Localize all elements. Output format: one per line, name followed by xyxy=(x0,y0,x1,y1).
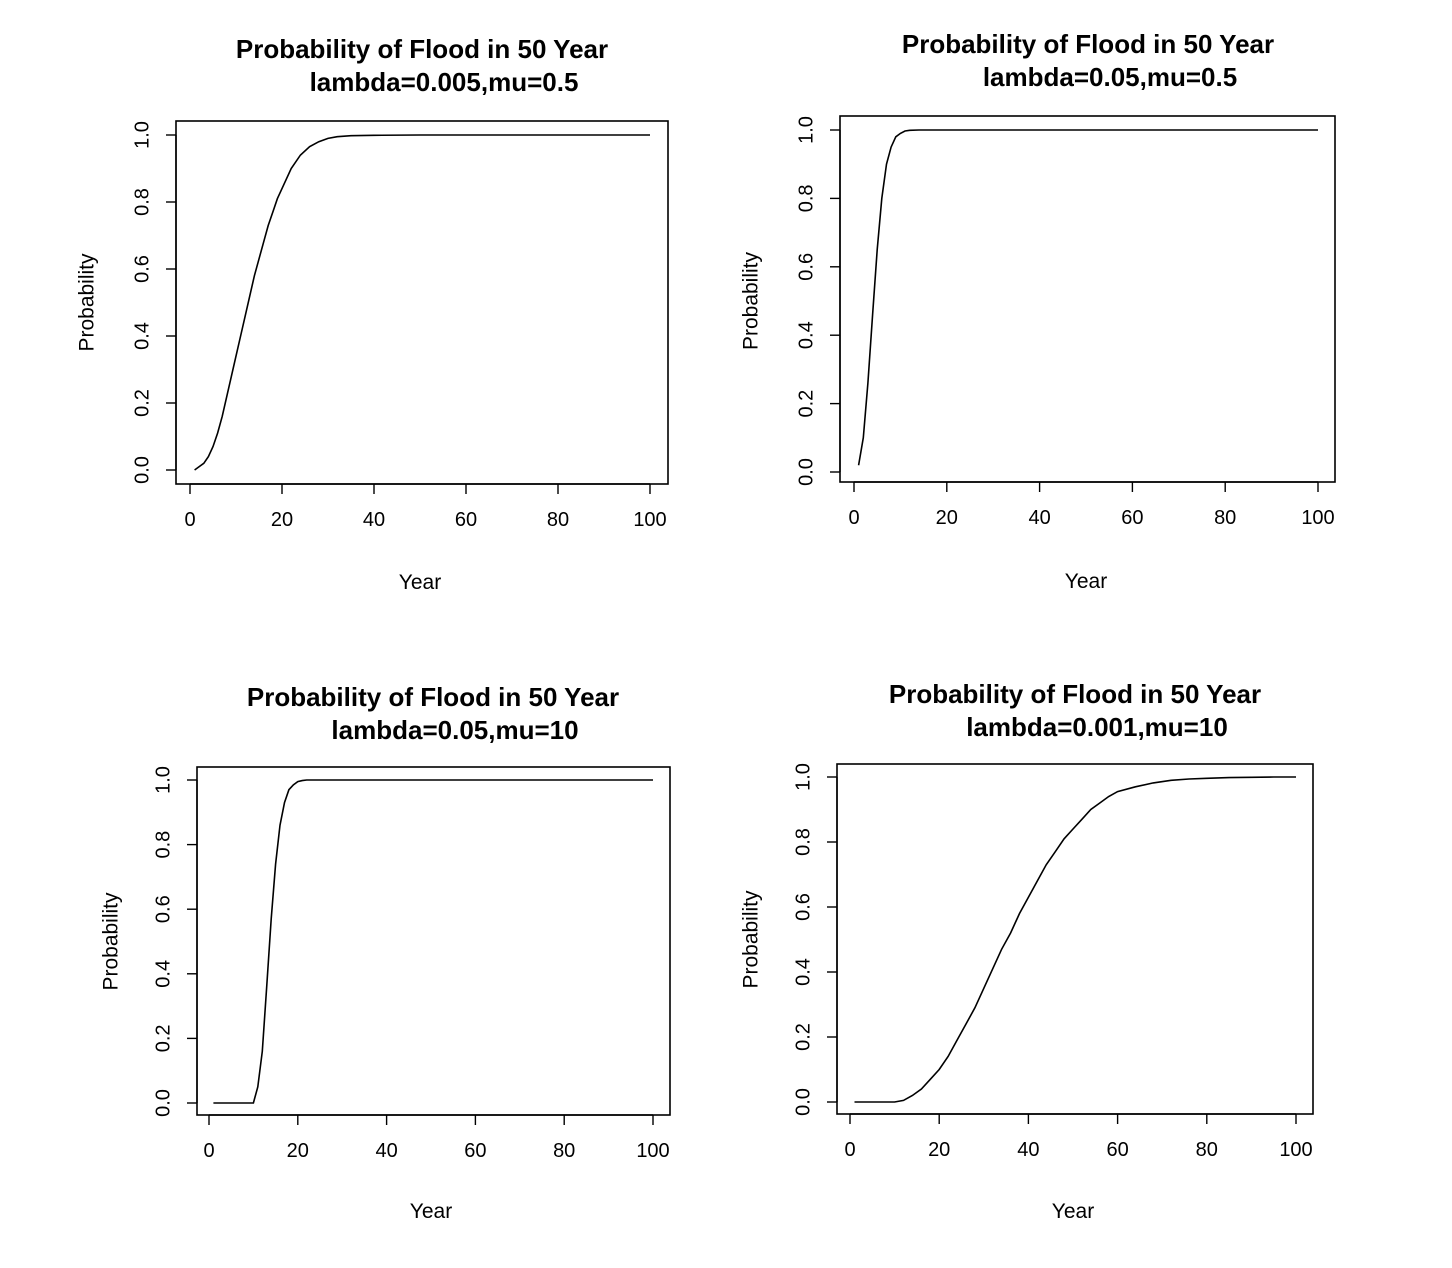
y-axis-label: Probability xyxy=(100,892,123,991)
plot-frame xyxy=(839,115,1336,483)
y-tick-label: 0.0 xyxy=(131,456,153,484)
chart-subtitle: lambda=0.001,mu=10 xyxy=(966,712,1228,742)
y-tick-label: 0.6 xyxy=(795,253,817,281)
y-tick-label: 0.6 xyxy=(152,895,174,923)
y-tick-label: 0.0 xyxy=(795,458,817,486)
x-tick-label: 80 xyxy=(1196,1139,1218,1161)
chart-title: Probability of Flood in 50 Year xyxy=(889,679,1261,709)
y-tick-label: 0.0 xyxy=(792,1088,814,1116)
x-tick-label: 100 xyxy=(1301,507,1334,529)
x-tick-label: 100 xyxy=(1279,1139,1312,1161)
x-tick-label: 20 xyxy=(928,1139,950,1161)
y-tick-label: 0.6 xyxy=(131,255,153,283)
x-axis-label: Year xyxy=(1065,570,1107,593)
x-tick-label: 100 xyxy=(633,509,666,531)
x-tick-label: 60 xyxy=(1121,507,1143,529)
y-tick-label: 0.4 xyxy=(792,958,814,986)
y-tick-label: 0.8 xyxy=(131,188,153,216)
chart-panel-3: Probability of Flood in 50 Yearlambda=0.… xyxy=(100,682,671,1223)
x-tick-label: 40 xyxy=(375,1140,397,1162)
chart-title: Probability of Flood in 50 Year xyxy=(236,34,608,64)
chart-subtitle: lambda=0.05,mu=0.5 xyxy=(983,62,1237,92)
y-tick-label: 1.0 xyxy=(795,116,817,144)
x-tick-label: 60 xyxy=(464,1140,486,1162)
y-axis-label: Probability xyxy=(740,890,763,989)
x-tick-label: 20 xyxy=(271,509,293,531)
y-tick-label: 0.2 xyxy=(795,390,817,418)
y-axis-label: Probability xyxy=(76,253,99,352)
chart-title: Probability of Flood in 50 Year xyxy=(902,29,1274,59)
y-tick-label: 0.8 xyxy=(792,828,814,856)
chart-panel-4: Probability of Flood in 50 Yearlambda=0.… xyxy=(740,679,1314,1223)
x-tick-label: 40 xyxy=(1017,1139,1039,1161)
chart-panel-2: Probability of Flood in 50 Yearlambda=0.… xyxy=(740,29,1336,593)
x-tick-label: 60 xyxy=(1106,1139,1128,1161)
series-line xyxy=(854,776,1296,1103)
x-tick-label: 0 xyxy=(848,507,859,529)
y-tick-label: 0.8 xyxy=(152,831,174,859)
y-tick-label: 0.6 xyxy=(792,893,814,921)
y-tick-label: 1.0 xyxy=(131,121,153,149)
y-tick-label: 1.0 xyxy=(792,763,814,791)
x-tick-label: 0 xyxy=(203,1140,214,1162)
series-line xyxy=(213,779,653,1104)
plot-frame xyxy=(175,120,669,485)
series-line xyxy=(194,134,650,471)
y-tick-label: 0.2 xyxy=(152,1024,174,1052)
y-tick-label: 1.0 xyxy=(152,766,174,794)
plot-frame xyxy=(196,766,671,1116)
y-tick-label: 0.2 xyxy=(131,389,153,417)
y-tick-label: 0.2 xyxy=(792,1023,814,1051)
x-axis-label: Year xyxy=(410,1200,452,1223)
x-tick-label: 80 xyxy=(547,509,569,531)
chart-subtitle: lambda=0.005,mu=0.5 xyxy=(310,67,579,97)
x-tick-label: 80 xyxy=(553,1140,575,1162)
x-tick-label: 100 xyxy=(636,1140,669,1162)
x-tick-label: 40 xyxy=(363,509,385,531)
x-tick-label: 80 xyxy=(1214,507,1236,529)
series-line xyxy=(857,129,1318,466)
x-axis-label: Year xyxy=(399,571,441,594)
x-axis-label: Year xyxy=(1052,1200,1094,1223)
x-tick-label: 20 xyxy=(287,1140,309,1162)
x-tick-label: 0 xyxy=(184,509,195,531)
y-tick-label: 0.0 xyxy=(152,1089,174,1117)
chart-panel-1: Probability of Flood in 50 Yearlambda=0.… xyxy=(76,34,669,594)
chart-subtitle: lambda=0.05,mu=10 xyxy=(331,715,578,745)
x-tick-label: 40 xyxy=(1028,507,1050,529)
x-tick-label: 20 xyxy=(936,507,958,529)
chart-title: Probability of Flood in 50 Year xyxy=(247,682,619,712)
y-tick-label: 0.4 xyxy=(795,321,817,349)
y-tick-label: 0.8 xyxy=(795,184,817,212)
y-tick-label: 0.4 xyxy=(131,322,153,350)
plot-frame xyxy=(836,763,1314,1115)
x-tick-label: 0 xyxy=(844,1139,855,1161)
y-axis-label: Probability xyxy=(740,251,763,350)
y-tick-label: 0.4 xyxy=(152,960,174,988)
x-tick-label: 60 xyxy=(455,509,477,531)
